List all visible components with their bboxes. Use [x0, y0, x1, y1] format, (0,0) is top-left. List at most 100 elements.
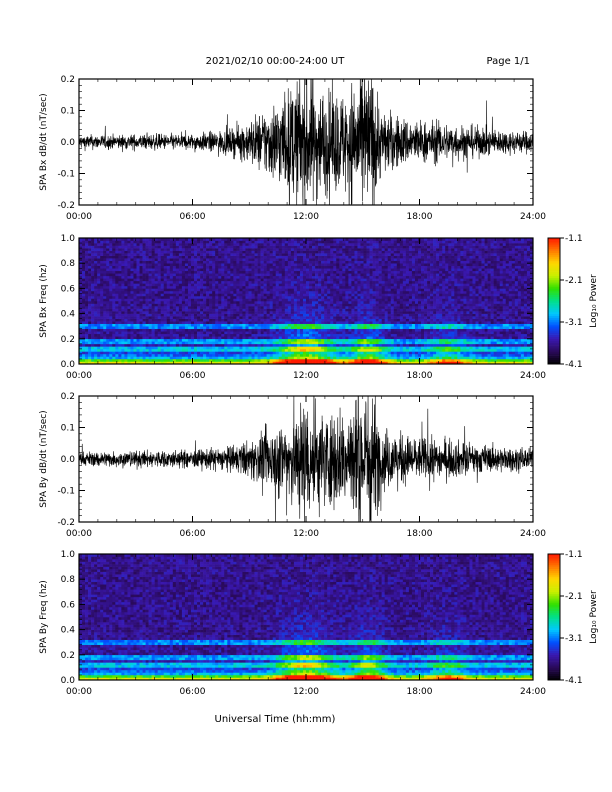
heatmap-cell [221, 353, 225, 357]
heatmap-cell [166, 328, 171, 332]
heatmap-cell [209, 280, 213, 284]
heatmap-cell [82, 250, 86, 254]
heatmap-cell [194, 328, 198, 332]
heatmap-cell [215, 343, 219, 347]
heatmap-cell [269, 316, 274, 319]
heatmap-cell [190, 318, 195, 322]
heatmap-cell [363, 318, 367, 322]
heatmap-cell [145, 268, 149, 272]
heatmap-cell [296, 346, 301, 350]
heatmap-cell [178, 306, 183, 309]
heatmap-cell [181, 248, 186, 251]
heatmap-cell [245, 265, 249, 269]
heatmap-cell [215, 238, 219, 241]
heatmap-cell [275, 273, 280, 277]
heatmap-cell [224, 358, 228, 362]
heatmap-cell [263, 283, 267, 287]
heatmap-cell [263, 298, 267, 302]
heatmap-cell [251, 245, 255, 249]
heatmap-cell [330, 270, 334, 274]
heatmap-cell [296, 353, 301, 357]
heatmap-cell [260, 253, 264, 256]
heatmap-cell [209, 331, 213, 335]
heatmap-cell [142, 341, 146, 345]
heatmap-cell [215, 250, 219, 254]
heatmap-cell [139, 295, 143, 299]
heatmap-cell [127, 253, 131, 256]
heatmap-cell [336, 361, 340, 365]
heatmap-cell [290, 351, 295, 355]
heatmap-cell [312, 303, 316, 307]
heatmap-cell [206, 270, 210, 274]
heatmap-cell [354, 275, 358, 279]
heatmap-cell [287, 358, 292, 362]
heatmap-cell [184, 288, 189, 292]
heatmap-cell [184, 238, 189, 241]
heatmap-cell [372, 351, 376, 355]
heatmap-cell [157, 293, 162, 297]
heatmap-cell [209, 243, 213, 246]
heatmap-cell [342, 278, 346, 282]
heatmap-cell [312, 358, 316, 362]
heatmap-cell [203, 278, 207, 282]
heatmap-cell [248, 326, 252, 330]
heatmap-cell [266, 346, 270, 350]
heatmap-cell [203, 255, 207, 259]
heatmap-cell [315, 298, 319, 302]
heatmap-cell [203, 280, 207, 284]
heatmap-cell [248, 238, 252, 241]
heatmap-cell [239, 323, 243, 327]
heatmap-cell [239, 316, 243, 319]
heatmap-cell [139, 263, 143, 267]
heatmap-cell [248, 338, 252, 342]
heatmap-cell [369, 326, 373, 330]
heatmap-cell [309, 338, 313, 342]
heatmap-cell [230, 333, 234, 337]
heatmap-cell [284, 240, 289, 244]
heatmap-cell [151, 293, 155, 297]
heatmap-cell [357, 336, 361, 340]
heatmap-cell [151, 341, 155, 345]
heatmap-cell [82, 273, 86, 277]
heatmap-cell [269, 313, 274, 317]
heatmap-cell [266, 250, 270, 254]
heatmap-cell [281, 280, 286, 284]
heatmap-cell [118, 321, 122, 324]
heatmap-cell [302, 293, 307, 297]
heatmap-cell [333, 253, 337, 256]
heatmap-cell [181, 273, 186, 277]
heatmap-cell [157, 295, 162, 299]
heatmap-cell [169, 285, 174, 289]
heatmap-cell [257, 348, 261, 352]
heatmap-cell [200, 361, 204, 365]
heatmap-cell [218, 243, 222, 246]
heatmap-cell [118, 351, 122, 355]
heatmap-cell [203, 270, 207, 274]
heatmap-cell [293, 343, 298, 347]
heatmap-cell [154, 328, 158, 332]
heatmap-cell [266, 306, 270, 309]
heatmap-cell [151, 298, 155, 302]
heatmap-cell [197, 311, 201, 314]
heatmap-cell [363, 248, 367, 251]
heatmap-cell [106, 313, 110, 317]
heatmap-cell [257, 358, 261, 362]
heatmap-cell [242, 353, 246, 357]
heatmap-cell [215, 351, 219, 355]
heatmap-cell [103, 356, 107, 360]
x-axis: 00:00 06:00 12:00 18:00 24:00 [66, 79, 546, 222]
heatmap-cell [357, 270, 361, 274]
heatmap-cell [166, 280, 171, 284]
heatmap-cell [139, 278, 143, 282]
heatmap-cell [197, 318, 201, 322]
heatmap-cell [251, 263, 255, 267]
heatmap-cell [239, 358, 243, 362]
heatmap-cell [330, 288, 334, 292]
heatmap-cell [103, 333, 107, 337]
heatmap-cell [209, 333, 213, 337]
heatmap-cell [354, 238, 358, 241]
heatmap-cell [293, 268, 298, 272]
heatmap-cell [284, 248, 289, 251]
heatmap-cell [239, 260, 243, 264]
heatmap-cell [278, 268, 283, 272]
